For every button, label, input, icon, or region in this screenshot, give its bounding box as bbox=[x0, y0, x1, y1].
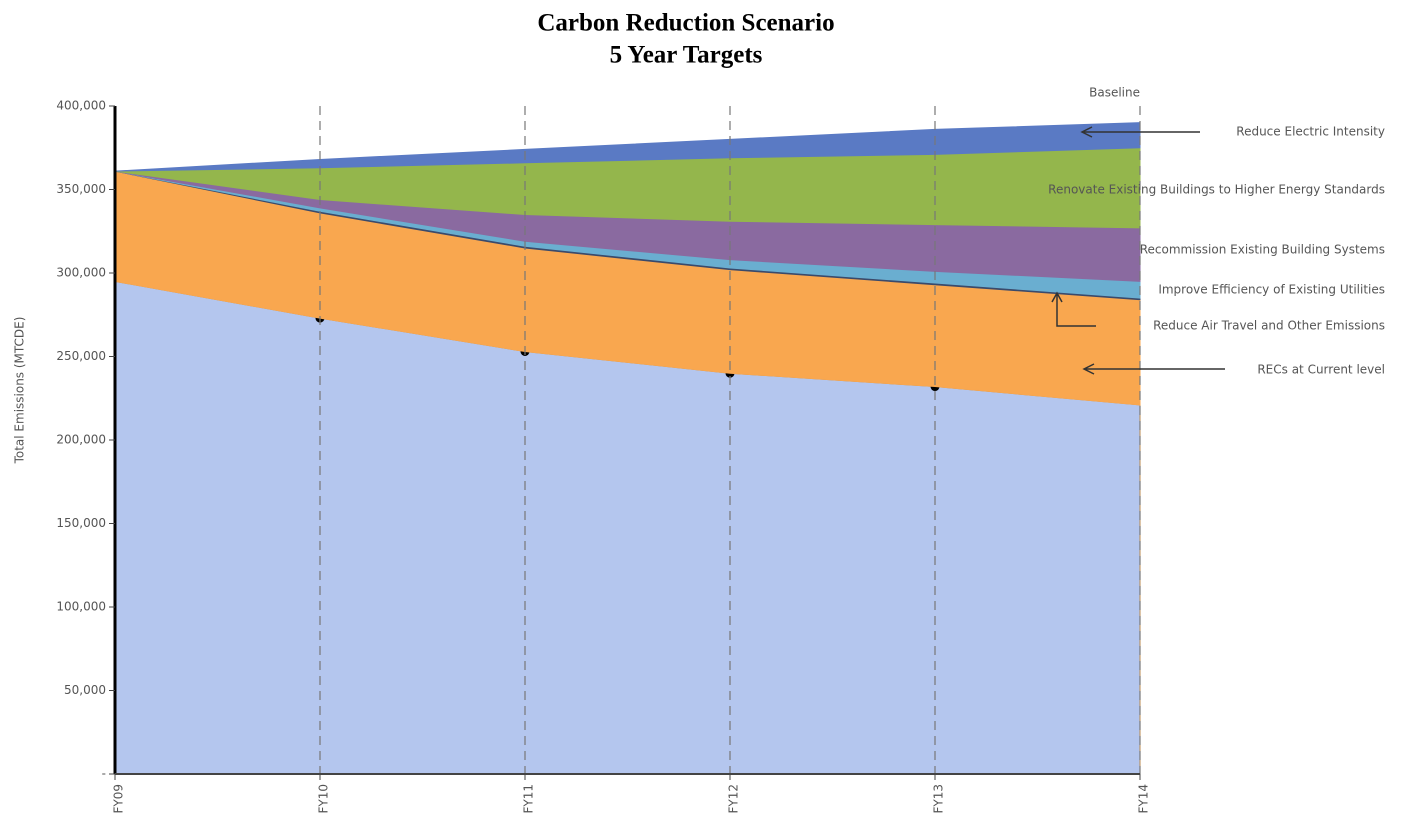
x-tick-label: FY11 bbox=[522, 784, 536, 814]
y-tick-label: 300,000 bbox=[56, 266, 106, 280]
y-tick-label: 50,000 bbox=[64, 683, 106, 697]
y-tick-label: 200,000 bbox=[56, 433, 106, 447]
x-tick-label: FY10 bbox=[317, 784, 331, 814]
series-label: Improve Efficiency of Existing Utilities bbox=[1158, 283, 1385, 297]
x-tick-label: FY14 bbox=[1137, 784, 1151, 814]
y-tick-label: 100,000 bbox=[56, 600, 106, 614]
y-axis-label: Total Emissions (MTCDE) bbox=[13, 317, 27, 465]
chart-subtitle: 5 Year Targets bbox=[610, 42, 763, 69]
y-tick-label: - bbox=[102, 767, 106, 781]
series-label: Renovate Existing Buildings to Higher En… bbox=[1048, 183, 1385, 197]
arrow bbox=[1051, 291, 1096, 327]
baseline-annotation: Baseline bbox=[1089, 86, 1140, 100]
x-tick-label: FY13 bbox=[932, 784, 946, 814]
series-label: RECs at Current level bbox=[1257, 363, 1385, 377]
x-tick-label: FY12 bbox=[727, 784, 741, 814]
y-tick-label: 400,000 bbox=[56, 99, 106, 113]
chart-title: Carbon Reduction Scenario bbox=[537, 10, 834, 37]
y-tick-label: 250,000 bbox=[56, 349, 106, 363]
x-tick-label: FY09 bbox=[112, 784, 126, 814]
series-label: Reduce Air Travel and Other Emissions bbox=[1153, 319, 1385, 333]
arrow bbox=[1082, 363, 1225, 375]
y-tick-label: 350,000 bbox=[56, 182, 106, 196]
area bbox=[114, 122, 1141, 172]
series-label: Reduce Electric Intensity bbox=[1236, 125, 1385, 139]
y-tick-label: 150,000 bbox=[56, 516, 106, 530]
arrow bbox=[1080, 126, 1200, 138]
series-label: Recommission Existing Building Systems bbox=[1140, 243, 1385, 257]
